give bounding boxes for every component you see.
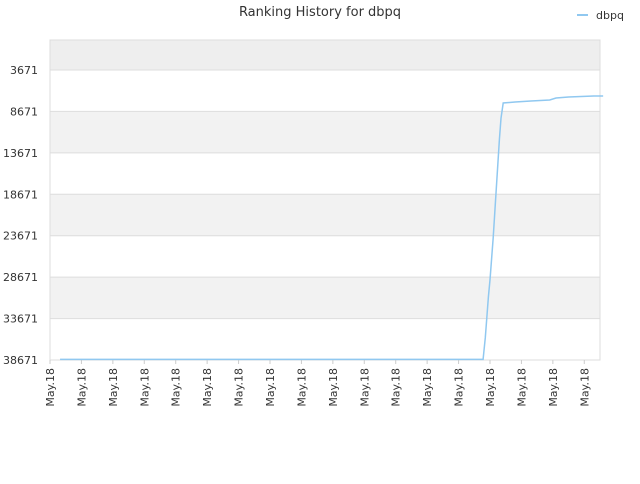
y-tick-label: 18671 [3, 188, 38, 201]
chart-title: Ranking History for dbpq [239, 5, 401, 20]
x-tick-label: May.18 [75, 368, 88, 407]
y-tick-label: 8671 [10, 105, 38, 118]
line [60, 95, 604, 361]
x-tick-label: May.18 [547, 368, 560, 407]
x-tick-label: May.18 [170, 368, 183, 407]
x-tick-label: May.18 [421, 368, 434, 407]
x-tick-label: May.18 [484, 368, 497, 407]
band [50, 111, 600, 153]
x-tick-label: May.18 [390, 368, 403, 407]
x-tick-label: May.18 [201, 368, 214, 407]
y-tick-label: 33671 [3, 313, 38, 326]
x-tick-label: May.18 [327, 368, 340, 407]
x-tick-label: May.18 [358, 368, 371, 407]
x-tick-label: May.18 [578, 368, 591, 407]
x-tick-label: May.18 [107, 368, 120, 407]
legend-label: dbpq [596, 9, 624, 22]
x-tick-label: May.18 [233, 368, 246, 407]
x-tick-label: May.18 [44, 368, 57, 407]
y-tick-label: 38671 [3, 354, 38, 367]
x-tick-label: May.18 [264, 368, 277, 407]
y-tick-label: 3671 [10, 64, 38, 77]
band [50, 40, 600, 71]
band [50, 277, 600, 319]
y-tick-label: 13671 [3, 147, 38, 160]
band [50, 194, 600, 236]
x-tick-label: May.18 [138, 368, 151, 407]
y-tick-label: 28671 [3, 271, 38, 284]
x-tick-label: May.18 [515, 368, 528, 407]
y-tick-label: 23671 [3, 230, 38, 243]
x-tick-label: May.18 [453, 368, 466, 407]
x-tick-label: May.18 [295, 368, 308, 407]
